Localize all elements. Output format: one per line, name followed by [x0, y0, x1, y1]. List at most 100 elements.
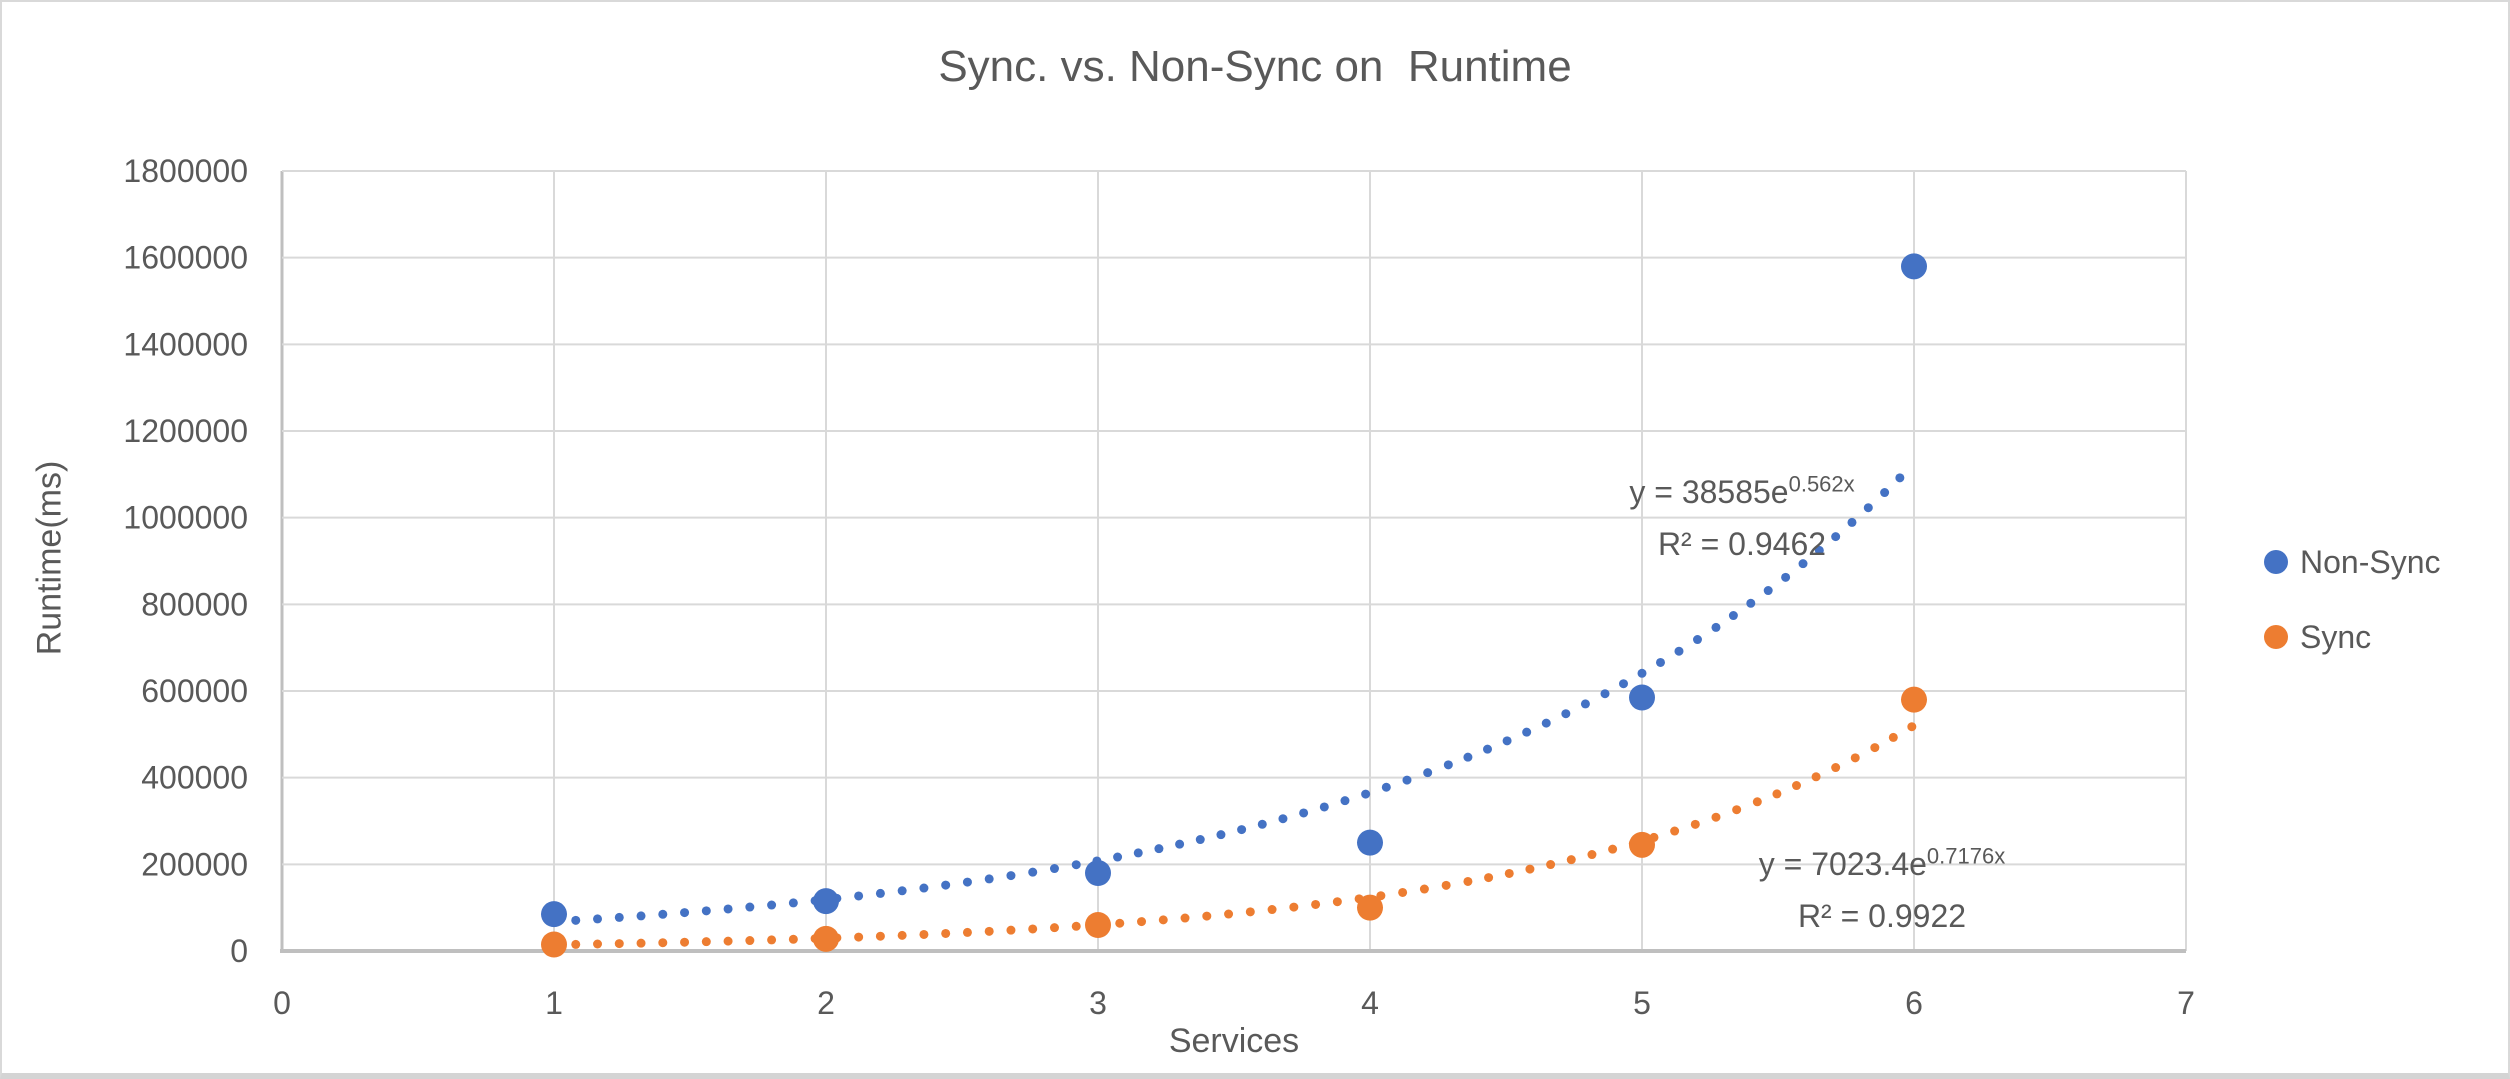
trendline-dot-sync: [1870, 743, 1880, 753]
y-tick-label: 1200000: [123, 413, 248, 449]
trendline-dot-non-sync: [1133, 848, 1143, 858]
trendline-dot-non-sync: [1257, 819, 1267, 829]
trendline-dot-sync: [1711, 812, 1721, 822]
trendline-dot-sync: [1670, 826, 1680, 836]
trendline-dot-sync: [1831, 763, 1841, 773]
y-tick-label: 0: [230, 933, 248, 969]
trendline-dot-sync: [1525, 864, 1535, 874]
trendline-dot-non-sync: [1619, 679, 1629, 689]
x-tick-label: 5: [1633, 985, 1651, 1021]
trendline-dot-sync: [1137, 917, 1147, 927]
trendline-dot-non-sync: [1831, 532, 1841, 542]
trendline-dot-non-sync: [1895, 473, 1905, 483]
trendline-equation-sync: y = 7023.4e0.7176x R² = 0.9922: [1702, 838, 2062, 942]
legend-item-sync: Sync: [2264, 610, 2441, 664]
trendline-dot-sync: [1006, 925, 1016, 935]
trendline-dot-non-sync: [1711, 622, 1721, 632]
trendline-dot-non-sync: [1195, 835, 1205, 845]
x-tick-label: 4: [1361, 985, 1379, 1021]
trendline-dot-non-sync: [680, 908, 690, 918]
chart-title: Sync. vs. Non-Sync on Runtime: [938, 42, 1572, 91]
trendline-dot-sync: [636, 938, 646, 948]
trendline-dot-non-sync: [1798, 559, 1808, 569]
trendline-dot-sync: [984, 926, 994, 936]
trendline-dot-sync: [1311, 899, 1321, 909]
trendline-equation-line: y = 7023.4e0.7176x: [1758, 843, 2006, 882]
trendline-equation-line: y = 38585e0.562x: [1629, 471, 1855, 510]
chart-legend: Non-Sync Sync: [2264, 535, 2441, 664]
trendline-dot-non-sync: [984, 874, 994, 884]
trendline-dot-non-sync: [919, 883, 929, 893]
trendline-dot-non-sync: [875, 888, 885, 898]
trendline-dot-sync: [1772, 789, 1782, 799]
trendline-dot-non-sync: [1763, 586, 1773, 596]
trendline-dot-sync: [875, 931, 885, 941]
data-point-sync: [813, 925, 839, 952]
trendline-dot-non-sync: [1655, 657, 1665, 667]
x-axis-title: Services: [1168, 1022, 1300, 1060]
x-tick-label: 0: [273, 985, 291, 1021]
trendline-dot-non-sync: [1175, 839, 1185, 849]
trendline-dot-sync: [1504, 868, 1514, 878]
trendline-dot-non-sync: [1319, 802, 1329, 812]
legend-label: Sync: [2300, 618, 2372, 655]
trendline-dot-sync: [1484, 873, 1494, 883]
trendline-dot-non-sync: [1443, 760, 1453, 770]
trendline-dot-non-sync: [1340, 796, 1350, 806]
trendline-dot-sync: [745, 936, 755, 946]
trendline-dot-sync: [941, 928, 951, 938]
trendline-dot-non-sync: [854, 891, 864, 901]
trendline-dot-non-sync: [1381, 782, 1391, 792]
trendline-dot-sync: [1791, 781, 1801, 791]
legend-marker-icon: [2264, 625, 2288, 649]
trendline-dot-sync: [1245, 907, 1255, 917]
trendline-dot-non-sync: [1600, 689, 1610, 699]
y-tick-label: 1800000: [123, 153, 248, 189]
trendline-dot-non-sync: [897, 886, 907, 896]
x-tick-label: 1: [545, 985, 563, 1021]
trendline-dot-sync: [571, 939, 581, 949]
trendline-dot-non-sync: [1814, 545, 1824, 555]
trendline-dot-sync: [1180, 913, 1190, 923]
trendline-dot-sync: [1202, 911, 1212, 921]
trendline-dot-sync: [658, 938, 668, 948]
trendline-dot-non-sync: [1154, 844, 1164, 854]
trendline-dot-non-sync: [1237, 825, 1247, 835]
data-point-sync: [1085, 912, 1111, 938]
trendline-dot-non-sync: [767, 900, 777, 910]
trendline-dot-sync: [1608, 844, 1618, 854]
trendline-dot-sync: [1752, 797, 1762, 807]
trendline-dot-non-sync: [1847, 517, 1857, 527]
trendline-dot-non-sync: [1561, 709, 1571, 719]
trendline-dot-non-sync: [1483, 744, 1493, 754]
trendline-dot-sync: [1907, 722, 1917, 732]
trendline-equation-non-sync: y = 38585e0.562x R² = 0.9462: [1557, 466, 1927, 570]
trendline-dot-sync: [1049, 923, 1059, 933]
data-point-sync: [1901, 686, 1927, 713]
trendline-dot-non-sync: [1746, 598, 1756, 608]
data-point-non-sync: [1629, 684, 1655, 711]
trendline-dot-sync: [1071, 921, 1081, 931]
trendline-dot-sync: [1224, 909, 1234, 919]
trendline-dot-non-sync: [788, 898, 798, 908]
trendline-dot-sync: [1811, 772, 1821, 782]
trendline-dot-non-sync: [723, 904, 733, 914]
trendline-dot-non-sync: [1502, 736, 1512, 746]
trendline-dot-sync: [1463, 876, 1473, 886]
trendline-dot-non-sync: [1299, 808, 1309, 818]
legend-marker-icon: [2264, 550, 2288, 574]
trendline-dot-non-sync: [1541, 718, 1551, 728]
data-point-sync: [1357, 894, 1383, 921]
trendline-dot-non-sync: [941, 880, 951, 890]
trendline-dot-non-sync: [1216, 830, 1226, 840]
trendline-dot-sync: [1398, 887, 1408, 897]
trendline-dot-non-sync: [1522, 727, 1532, 737]
data-point-non-sync: [1901, 253, 1927, 280]
x-tick-label: 3: [1089, 985, 1107, 1021]
trendline-dot-non-sync: [1071, 860, 1081, 870]
data-point-non-sync: [541, 901, 567, 928]
trendline-dot-sync: [680, 937, 690, 947]
y-tick-label: 800000: [141, 586, 248, 622]
